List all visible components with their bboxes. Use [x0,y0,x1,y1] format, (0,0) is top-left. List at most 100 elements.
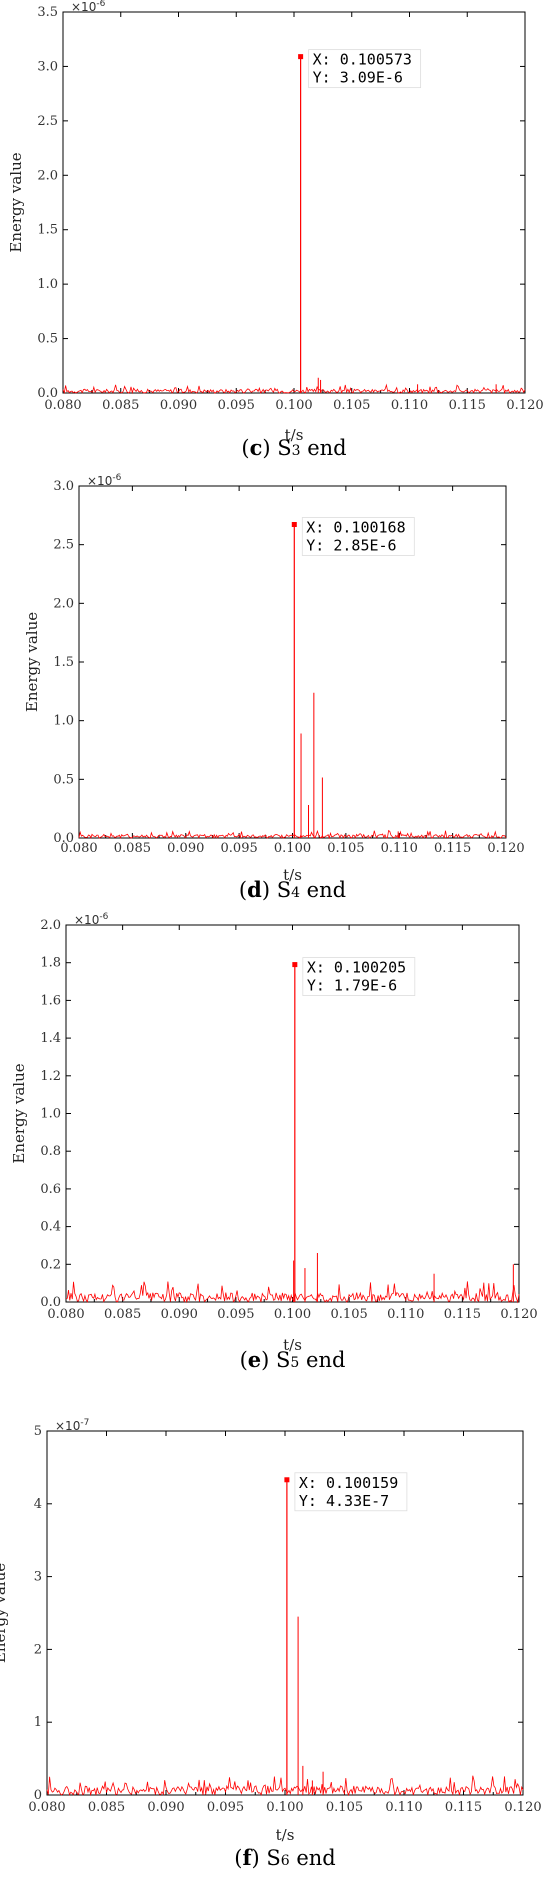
data-tip-box [308,49,422,89]
y-tick-label: 0 [34,1788,42,1803]
caption-rest: end [301,436,347,460]
caption-main: S [277,878,291,902]
chart-panel-c: 0.080 0.085 0.090 0.095 0.100 0.105 0.110 0.115… [7,0,544,460]
peak-marker [292,962,298,968]
y-tick-label: 0.6 [40,1182,61,1197]
y-axis-label: Energy value [10,1063,28,1163]
y-tick-label: 1.6 [40,993,61,1008]
y-tick-label: 1.2 [40,1069,61,1084]
x-tick-label: 0.110 [381,841,418,856]
x-tick-label: 0.095 [221,841,258,856]
x-tick-label: 0.115 [434,841,471,856]
x-tick-label: 0.085 [102,398,139,413]
caption-close-paren: ) [251,1846,266,1870]
y-multiplier-base: ×10 [74,913,99,927]
x-tick-label: 0.080 [28,1800,65,1815]
x-tick-label: 0.105 [331,1307,368,1322]
y-tick-label: 1.5 [53,655,74,670]
x-tick-label: 0.105 [333,398,370,413]
data-tip-box [294,1472,408,1512]
y-tick-label: 0.4 [40,1220,61,1235]
x-axis-label: t/s [285,426,304,444]
y-axis-label: Energy value [0,1563,9,1663]
y-multiplier: ×10-7 [55,1418,89,1433]
y-tick-label: 0.5 [53,772,74,787]
y-tick-label: 0.0 [53,831,74,846]
y-multiplier-exponent: -6 [96,0,105,9]
y-tick-label: 3 [34,1570,42,1585]
x-tick-label: 0.085 [114,841,151,856]
plot-frame [65,924,520,1303]
caption-subscript: 5 [290,1355,299,1371]
data-tip-box [302,957,416,996]
x-tick-label: 0.090 [167,841,204,856]
x-tick-label: 0.090 [160,398,197,413]
y-multiplier-exponent: -6 [112,473,121,483]
x-tick-label: 0.080 [44,398,81,413]
panel-caption: (c) S3 end [241,435,346,460]
x-tick-label: 0.090 [147,1800,184,1815]
plot-frame [62,11,526,394]
y-tick-label: 1.5 [37,223,58,238]
x-tick-label: 0.095 [217,1307,254,1322]
y-multiplier-exponent: -6 [99,912,108,922]
data-tip-box [301,517,415,556]
caption-open-paren: ( [240,1348,248,1372]
x-tick-label: 0.120 [500,1307,537,1322]
x-tick-label: 0.115 [449,398,486,413]
caption-main: S [276,1348,290,1372]
x-tick-label: 0.115 [445,1800,482,1815]
caption-rest: end [300,878,346,902]
panel-caption: (d) S4 end [239,877,346,902]
x-tick-label: 0.085 [104,1307,141,1322]
y-tick-label: 1.0 [53,714,74,729]
x-tick-label: 0.080 [60,841,97,856]
noise-series [62,383,526,395]
caption-rest: end [290,1846,336,1870]
x-tick-label: 0.100 [274,841,311,856]
y-tick-label: 3.0 [37,59,58,74]
caption-main: S [277,436,291,460]
x-tick-label: 0.085 [88,1800,125,1815]
data-tip-y: Y: 3.09E-6 [313,69,403,87]
chart-panel-f: 0.080 0.085 0.090 0.095 0.100 0.105 0.110 0.115… [0,1418,542,1870]
x-tick-label: 0.115 [444,1307,481,1322]
caption-close-paren: ) [262,878,277,902]
x-tick-label: 0.095 [218,398,255,413]
x-tick-label: 0.110 [385,1800,422,1815]
y-tick-label: 2.5 [53,538,74,553]
peak-marker [298,54,304,60]
y-tick-label: 4 [34,1497,42,1512]
caption-open-paren: ( [239,878,247,902]
caption-close-paren: ) [262,436,277,460]
y-tick-label: 2 [34,1642,42,1657]
x-axis-label: t/s [276,1826,295,1844]
y-tick-label: 2.0 [37,168,58,183]
y-multiplier-base: ×10 [55,1419,80,1433]
x-axis-label: t/s [283,866,302,884]
x-tick-label: 0.100 [274,1307,311,1322]
caption-open-paren: ( [234,1846,242,1870]
x-tick-label: 0.095 [207,1800,244,1815]
peak-marker [284,1477,290,1483]
noise-series [65,1281,520,1304]
plot-frame [78,485,507,839]
data-tip-y: Y: 4.33E-7 [299,1492,389,1510]
x-tick-label: 0.105 [326,1800,363,1815]
caption-open-paren: ( [241,436,249,460]
y-tick-label: 3.0 [53,479,74,494]
y-multiplier: ×10-6 [74,912,109,927]
data-tip-x: X: 0.100159 [299,1474,398,1492]
y-multiplier-base: ×10 [71,0,96,14]
y-axis-label: Energy value [23,612,41,712]
x-tick-label: 0.120 [506,398,543,413]
y-tick-label: 1.8 [40,956,61,971]
x-tick-label: 0.105 [327,841,364,856]
y-tick-label: 0.0 [37,386,58,401]
caption-rest: end [299,1348,345,1372]
data-tip-x: X: 0.100573 [313,51,412,69]
chart-panel-e: 0.080 0.085 0.090 0.095 0.100 0.105 0.110 0.115… [10,912,538,1372]
y-tick-label: 0.2 [40,1257,61,1272]
y-tick-label: 1.0 [40,1107,61,1122]
